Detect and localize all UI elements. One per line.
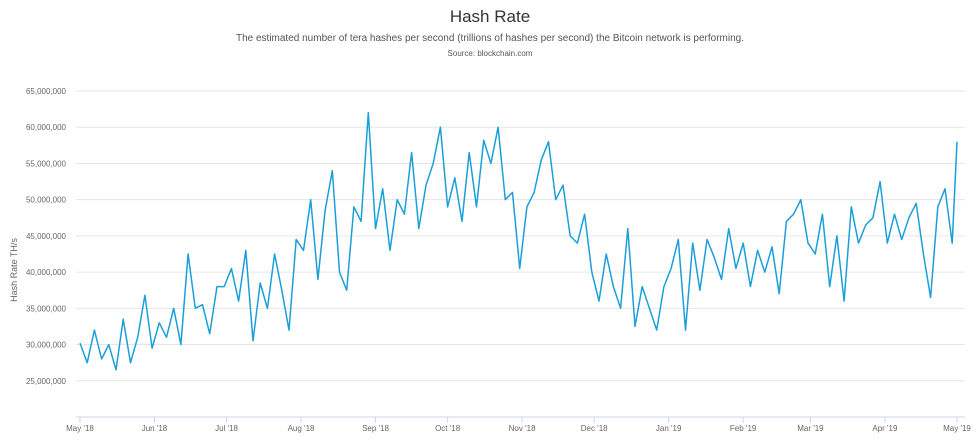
x-tick-label: Jun '18 [142,424,168,433]
y-tick-label: 45,000,000 [26,232,67,241]
y-tick-label: 65,000,000 [26,87,67,96]
y-tick-label: 55,000,000 [26,159,67,168]
x-tick-label: May '18 [66,424,94,433]
x-tick-label: Jan '19 [656,424,682,433]
y-axis-title: Hash Rate TH/s [9,238,19,302]
y-tick-label: 35,000,000 [26,304,67,313]
y-tick-label: 40,000,000 [26,268,67,277]
x-tick-label: Apr '19 [872,424,898,433]
hash-rate-series-line [80,113,957,370]
y-tick-label: 50,000,000 [26,196,67,205]
y-axis: 25,000,000 30,000,000 35,000,000 40,000,000… [26,87,67,386]
x-tick-label: May '19 [943,424,971,433]
chart-subtitle: The estimated number of tera hashes per … [236,33,744,44]
x-tick-label: Jul '18 [215,424,238,433]
chart-source: Source: blockchain.com [448,49,533,58]
y-tick-label: 60,000,000 [26,123,67,132]
x-axis: May '18 Jun '18 Jul '18 Aug '18 Sep '18 Oct '… [66,417,971,433]
x-tick-label: Aug '18 [288,424,315,433]
gridlines [76,91,965,381]
x-tick-label: Mar '19 [797,424,824,433]
x-tick-label: Dec '18 [581,424,608,433]
x-tick-label: Nov '18 [509,424,536,433]
y-tick-label: 30,000,000 [26,341,67,350]
plot-area [80,113,957,370]
chart-title: Hash Rate [450,7,530,26]
x-tick-label: Sep '18 [362,424,389,433]
x-tick-label: Oct '18 [435,424,461,433]
x-tick-label: Feb '19 [730,424,757,433]
y-tick-label: 25,000,000 [26,377,67,386]
